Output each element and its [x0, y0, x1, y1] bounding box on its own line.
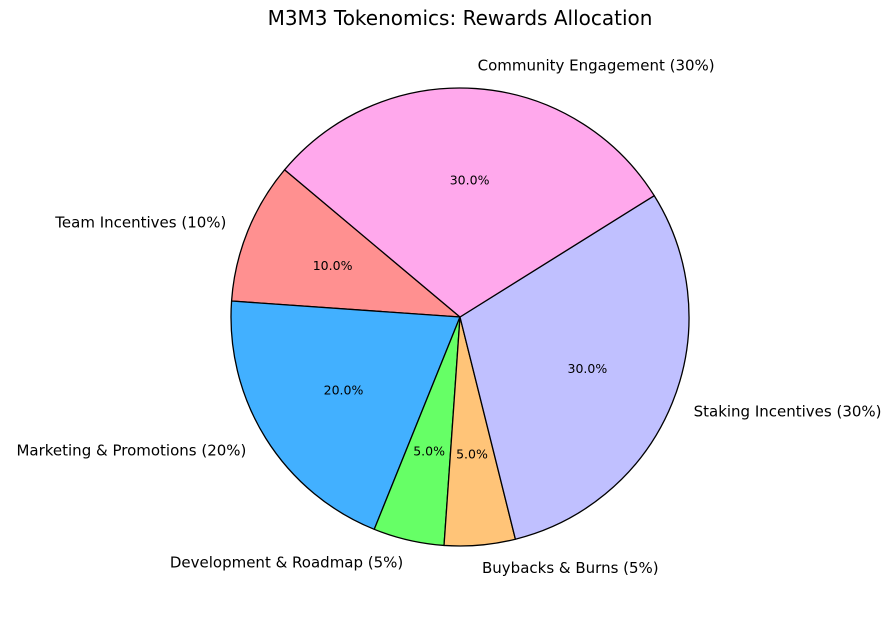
pie-slices	[230, 87, 690, 547]
percent-label-2: 5.0%	[413, 443, 445, 458]
category-label-1: Marketing & Promotions (20%)	[16, 442, 246, 460]
percent-label-3: 5.0%	[456, 446, 488, 461]
percent-labels: 10.0% 20.0% 5.0% 5.0% 30.0% 30.0%	[313, 172, 608, 461]
pie-slice-0	[230, 169, 461, 318]
category-label-3: Buybacks & Burns (5%)	[482, 559, 659, 577]
chart-title: M3M3 Tokenomics: Rewards Allocation	[268, 6, 653, 30]
pie-slice-1	[230, 300, 461, 530]
percent-label-5: 30.0%	[450, 172, 490, 187]
category-label-2: Development & Roadmap (5%)	[170, 553, 403, 571]
category-label-0: Team Incentives (10%)	[54, 214, 226, 232]
category-label-4: Staking Incentives (30%)	[694, 402, 882, 420]
percent-label-0: 10.0%	[313, 258, 353, 273]
category-labels: Team Incentives (10%) Marketing & Promoti…	[16, 57, 881, 577]
category-label-5: Community Engagement (30%)	[478, 57, 715, 75]
pie-slice-5	[283, 87, 655, 318]
percent-label-1: 20.0%	[324, 382, 364, 397]
percent-label-4: 30.0%	[568, 361, 608, 376]
